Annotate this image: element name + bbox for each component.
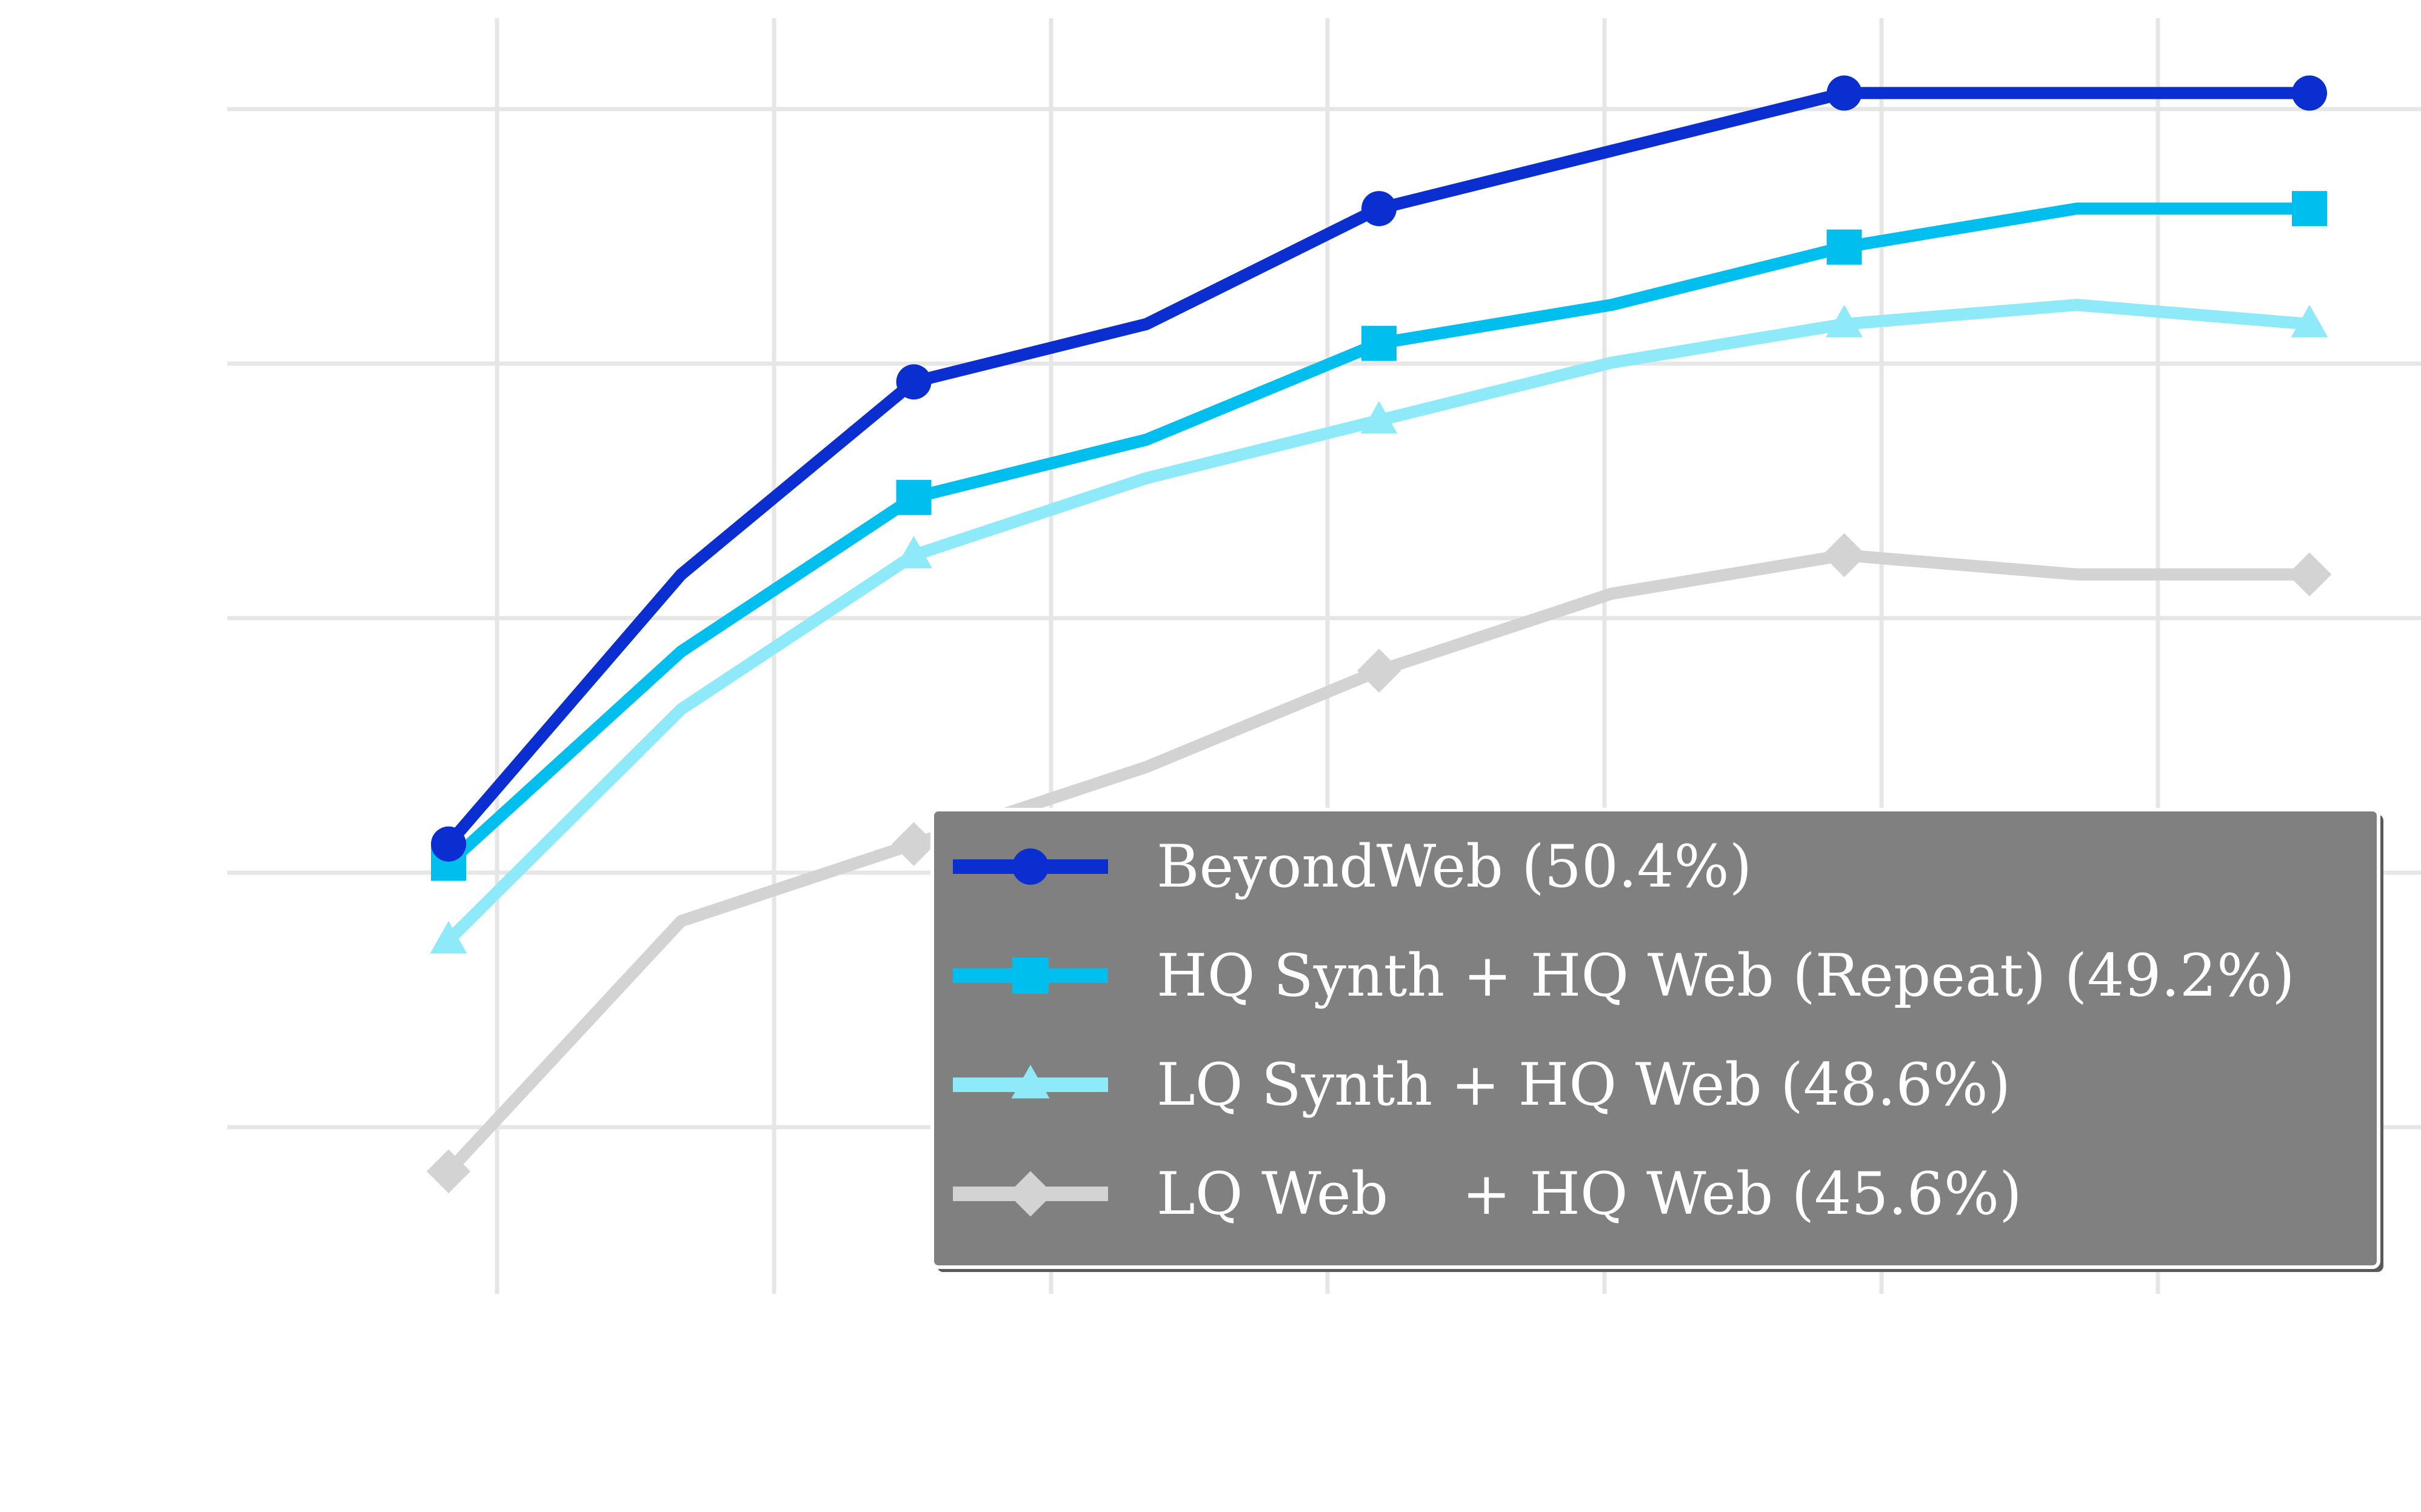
series-2 [431,191,2327,881]
legend-entry: LQ Synth + HQ Web (48.6%) [953,1051,2011,1119]
series-3 [430,299,2328,954]
data-point [1360,401,1398,434]
legend-entry: LQ Web + HQ Web (45.6%) [953,1160,2022,1228]
data-point [1361,191,1397,227]
data-point [895,536,932,568]
legend-entries: BeyondWeb (50.4%) HQ Synth + HQ Web (Repe… [953,833,2295,1228]
legend-entry: HQ Synth + HQ Web (Repeat) (49.2%) [953,942,2295,1010]
legend-swatch-marker [1011,1065,1050,1099]
legend-box [930,808,2380,1269]
legend-swatch-marker [1012,848,1049,885]
data-point [892,822,936,866]
data-point [2292,75,2327,111]
data-point [896,479,932,515]
data-point [2291,304,2328,338]
data-point [1822,533,1866,578]
legend-label: LQ Synth + HQ Web (48.6%) [1157,1051,2011,1119]
legend-label: HQ Synth + HQ Web (Repeat) (49.2%) [1157,942,2295,1010]
data-point [1826,75,1862,111]
data-point [426,1149,471,1194]
legend-entry: BeyondWeb (50.4%) [953,833,1752,901]
series-4 [426,533,2332,1194]
legend: BeyondWeb (50.4%) HQ Synth + HQ Web (Repe… [930,808,2383,1272]
series-layer [426,75,2332,1194]
data-point [1826,304,1863,338]
data-point [431,826,466,862]
data-point [1357,648,1401,693]
series-1 [431,75,2327,862]
legend-swatch-marker [1012,957,1049,994]
data-point [2292,191,2327,227]
legend-label: BeyondWeb (50.4%) [1157,833,1752,901]
legend-swatch-marker [1007,1171,1054,1217]
data-point [896,364,932,400]
data-point [1826,229,1862,265]
data-point [1361,325,1397,361]
data-point [2287,552,2332,597]
legend-label: LQ Web + HQ Web (45.6%) [1157,1160,2022,1228]
data-point [430,921,467,954]
